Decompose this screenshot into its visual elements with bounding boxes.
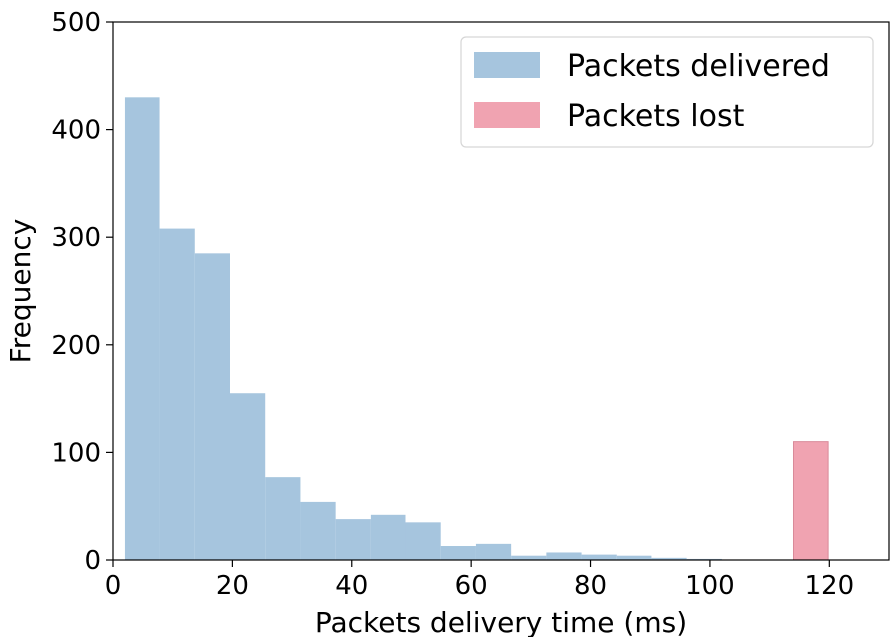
x-tick-label-40: 40: [335, 571, 368, 601]
delivered-bar-11: [511, 555, 547, 560]
legend-label-delivered: Packets delivered: [567, 49, 830, 84]
x-tick-label-60: 60: [455, 571, 488, 601]
legend: Packets delivered Packets lost: [460, 36, 874, 148]
delivered-bar-15: [651, 557, 687, 560]
delivered-bar-8: [405, 522, 441, 560]
x-axis: 0 20 40 60 80 100 120: [105, 560, 854, 601]
y-tick-label-200: 200: [51, 331, 101, 361]
y-tick-label-0: 0: [84, 546, 101, 576]
x-tick-label-120: 120: [804, 571, 854, 601]
delivered-bar-5: [300, 501, 336, 560]
delivered-bar-6: [335, 519, 371, 560]
legend-swatch-lost: [474, 102, 540, 128]
legend-label-lost: Packets lost: [567, 99, 745, 134]
x-tick-label-20: 20: [216, 571, 249, 601]
delivered-bar-3: [229, 393, 266, 560]
y-tick-label-300: 300: [51, 223, 101, 253]
delivered-bar-10: [475, 543, 512, 560]
legend-box: [460, 36, 874, 148]
x-tick-label-100: 100: [685, 571, 735, 601]
delivered-bar-14: [616, 555, 652, 560]
y-tick-label-100: 100: [51, 438, 101, 468]
x-tick-label-0: 0: [105, 571, 122, 601]
delivered-bar-7: [370, 514, 406, 560]
delivered-bar-12: [546, 552, 582, 560]
plot-frame: [112, 21, 890, 561]
delivered-bar-2: [194, 253, 230, 560]
lost-bar-0: [792, 441, 829, 561]
legend-swatch-delivered: [474, 52, 540, 78]
bars-group: [124, 97, 829, 561]
y-axis: 0 100 200 300 400 500: [51, 8, 113, 576]
delivered-bar-0: [124, 97, 160, 560]
y-tick-label-500: 500: [51, 8, 101, 38]
x-tick-label-80: 80: [574, 571, 607, 601]
y-tick-label-400: 400: [51, 116, 101, 146]
y-axis-label: Frequency: [4, 219, 37, 364]
x-axis-label: Packets delivery time (ms): [315, 606, 687, 637]
delivered-bar-1: [159, 228, 195, 561]
delivered-bar-4: [265, 477, 301, 560]
delivered-bar-13: [581, 554, 617, 560]
delivered-bar-9: [440, 546, 476, 560]
